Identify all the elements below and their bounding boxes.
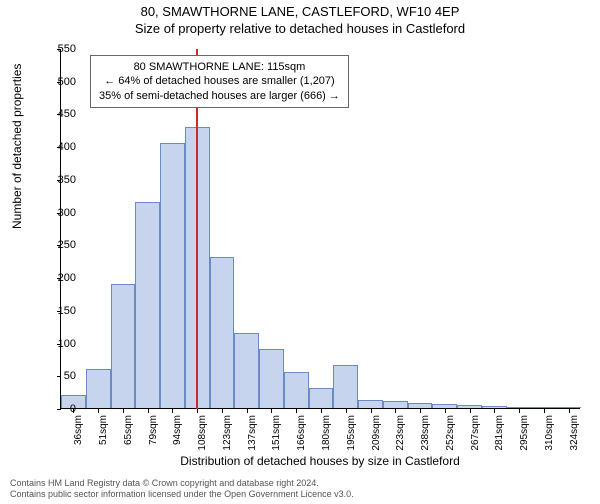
xtick-mark	[98, 409, 99, 413]
xtick-mark	[569, 409, 570, 413]
xtick-label: 267sqm	[470, 415, 481, 455]
xtick-mark	[395, 409, 396, 413]
histogram-bar	[234, 333, 259, 408]
xtick-mark	[544, 409, 545, 413]
xtick-mark	[197, 409, 198, 413]
annotation-line3: 35% of semi-detached houses are larger (…	[99, 89, 340, 103]
xtick-mark	[470, 409, 471, 413]
histogram-bar	[482, 406, 507, 408]
ytick-label: 500	[58, 76, 76, 88]
xtick-label: 295sqm	[519, 415, 530, 455]
histogram-bar	[507, 407, 532, 408]
xtick-label: 51sqm	[98, 415, 109, 455]
xtick-mark	[346, 409, 347, 413]
xtick-label: 209sqm	[371, 415, 382, 455]
xtick-label: 36sqm	[73, 415, 84, 455]
xtick-mark	[296, 409, 297, 413]
ytick-label: 550	[58, 43, 76, 55]
histogram-bar	[531, 407, 556, 408]
histogram-bar	[408, 403, 433, 408]
chart-area: 36sqm51sqm65sqm79sqm94sqm108sqm123sqm137…	[60, 49, 580, 409]
ytick-label: 300	[58, 207, 76, 219]
subtitle: Size of property relative to detached ho…	[0, 21, 600, 36]
xtick-mark	[445, 409, 446, 413]
y-axis-label: Number of detached properties	[10, 64, 24, 229]
xtick-label: 108sqm	[197, 415, 208, 455]
ytick-label: 50	[64, 370, 76, 382]
xtick-mark	[420, 409, 421, 413]
ytick-label: 150	[58, 305, 76, 317]
xtick-mark	[519, 409, 520, 413]
address-title: 80, SMAWTHORNE LANE, CASTLEFORD, WF10 4E…	[0, 4, 600, 19]
xtick-label: 324sqm	[569, 415, 580, 455]
histogram-bar	[259, 349, 284, 408]
xtick-mark	[222, 409, 223, 413]
ytick-label: 200	[58, 272, 76, 284]
ytick-mark	[57, 409, 61, 410]
histogram-bar	[432, 404, 457, 408]
histogram-bar	[284, 372, 309, 408]
ytick-label: 250	[58, 239, 76, 251]
xtick-label: 123sqm	[222, 415, 233, 455]
xtick-label: 195sqm	[346, 415, 357, 455]
histogram-bar	[135, 202, 160, 408]
histogram-bar	[86, 369, 111, 408]
annotation-line2: ← 64% of detached houses are smaller (1,…	[99, 74, 340, 88]
xtick-mark	[371, 409, 372, 413]
xtick-mark	[494, 409, 495, 413]
xtick-label: 238sqm	[420, 415, 431, 455]
xtick-label: 65sqm	[123, 415, 134, 455]
histogram-bar	[160, 143, 185, 408]
xtick-mark	[172, 409, 173, 413]
xtick-label: 281sqm	[494, 415, 505, 455]
histogram-bar	[111, 284, 136, 408]
histogram-bar	[309, 388, 334, 408]
ytick-label: 100	[58, 338, 76, 350]
footer-line2: Contains public sector information licen…	[10, 489, 354, 500]
xtick-mark	[123, 409, 124, 413]
ytick-label: 400	[58, 141, 76, 153]
footer-line1: Contains HM Land Registry data © Crown c…	[10, 478, 354, 489]
xtick-label: 180sqm	[321, 415, 332, 455]
xtick-label: 252sqm	[445, 415, 456, 455]
ytick-label: 350	[58, 174, 76, 186]
xtick-mark	[321, 409, 322, 413]
x-axis-label: Distribution of detached houses by size …	[60, 454, 580, 468]
histogram-bar	[210, 257, 235, 408]
annotation-line1: 80 SMAWTHORNE LANE: 115sqm	[99, 60, 340, 74]
histogram-bar	[556, 407, 581, 408]
histogram-bar	[358, 400, 383, 408]
histogram-bar	[333, 365, 358, 408]
xtick-label: 166sqm	[296, 415, 307, 455]
xtick-mark	[271, 409, 272, 413]
xtick-mark	[247, 409, 248, 413]
xtick-label: 223sqm	[395, 415, 406, 455]
histogram-bar	[457, 405, 482, 408]
xtick-mark	[148, 409, 149, 413]
ytick-label: 450	[58, 108, 76, 120]
xtick-label: 94sqm	[172, 415, 183, 455]
annotation-box: 80 SMAWTHORNE LANE: 115sqm ← 64% of deta…	[90, 55, 349, 108]
xtick-label: 137sqm	[247, 415, 258, 455]
xtick-label: 310sqm	[544, 415, 555, 455]
xtick-label: 79sqm	[148, 415, 159, 455]
histogram-bar	[383, 401, 408, 408]
ytick-label: 0	[70, 403, 76, 415]
footer-attribution: Contains HM Land Registry data © Crown c…	[10, 478, 354, 500]
ytick-mark	[57, 376, 61, 377]
xtick-label: 151sqm	[271, 415, 282, 455]
